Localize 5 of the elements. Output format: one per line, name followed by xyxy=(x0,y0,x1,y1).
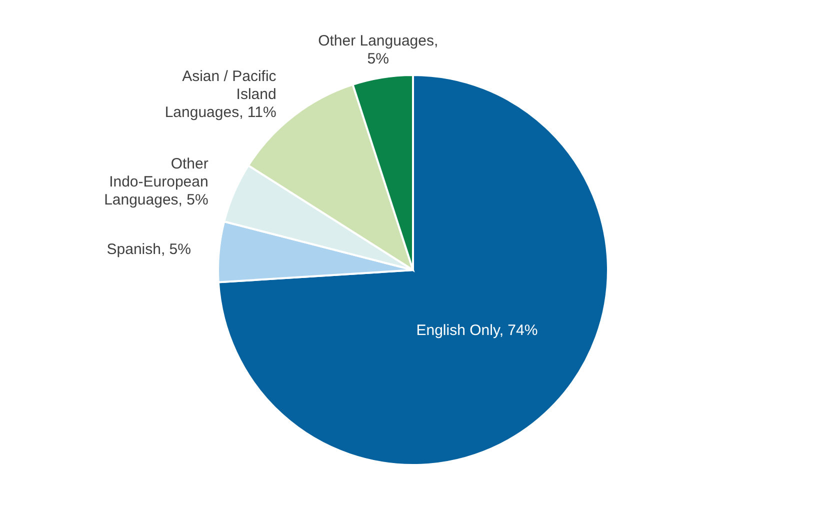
slice-label: Spanish, 5% xyxy=(106,240,191,258)
slice-label: Asian / Pacific Island Languages, 11% xyxy=(164,67,277,120)
slice-label: Other Languages, 5% xyxy=(318,32,438,68)
slice-label: Other Indo-European Languages, 5% xyxy=(104,154,208,208)
slice-label: English Only, 74% xyxy=(416,322,538,339)
